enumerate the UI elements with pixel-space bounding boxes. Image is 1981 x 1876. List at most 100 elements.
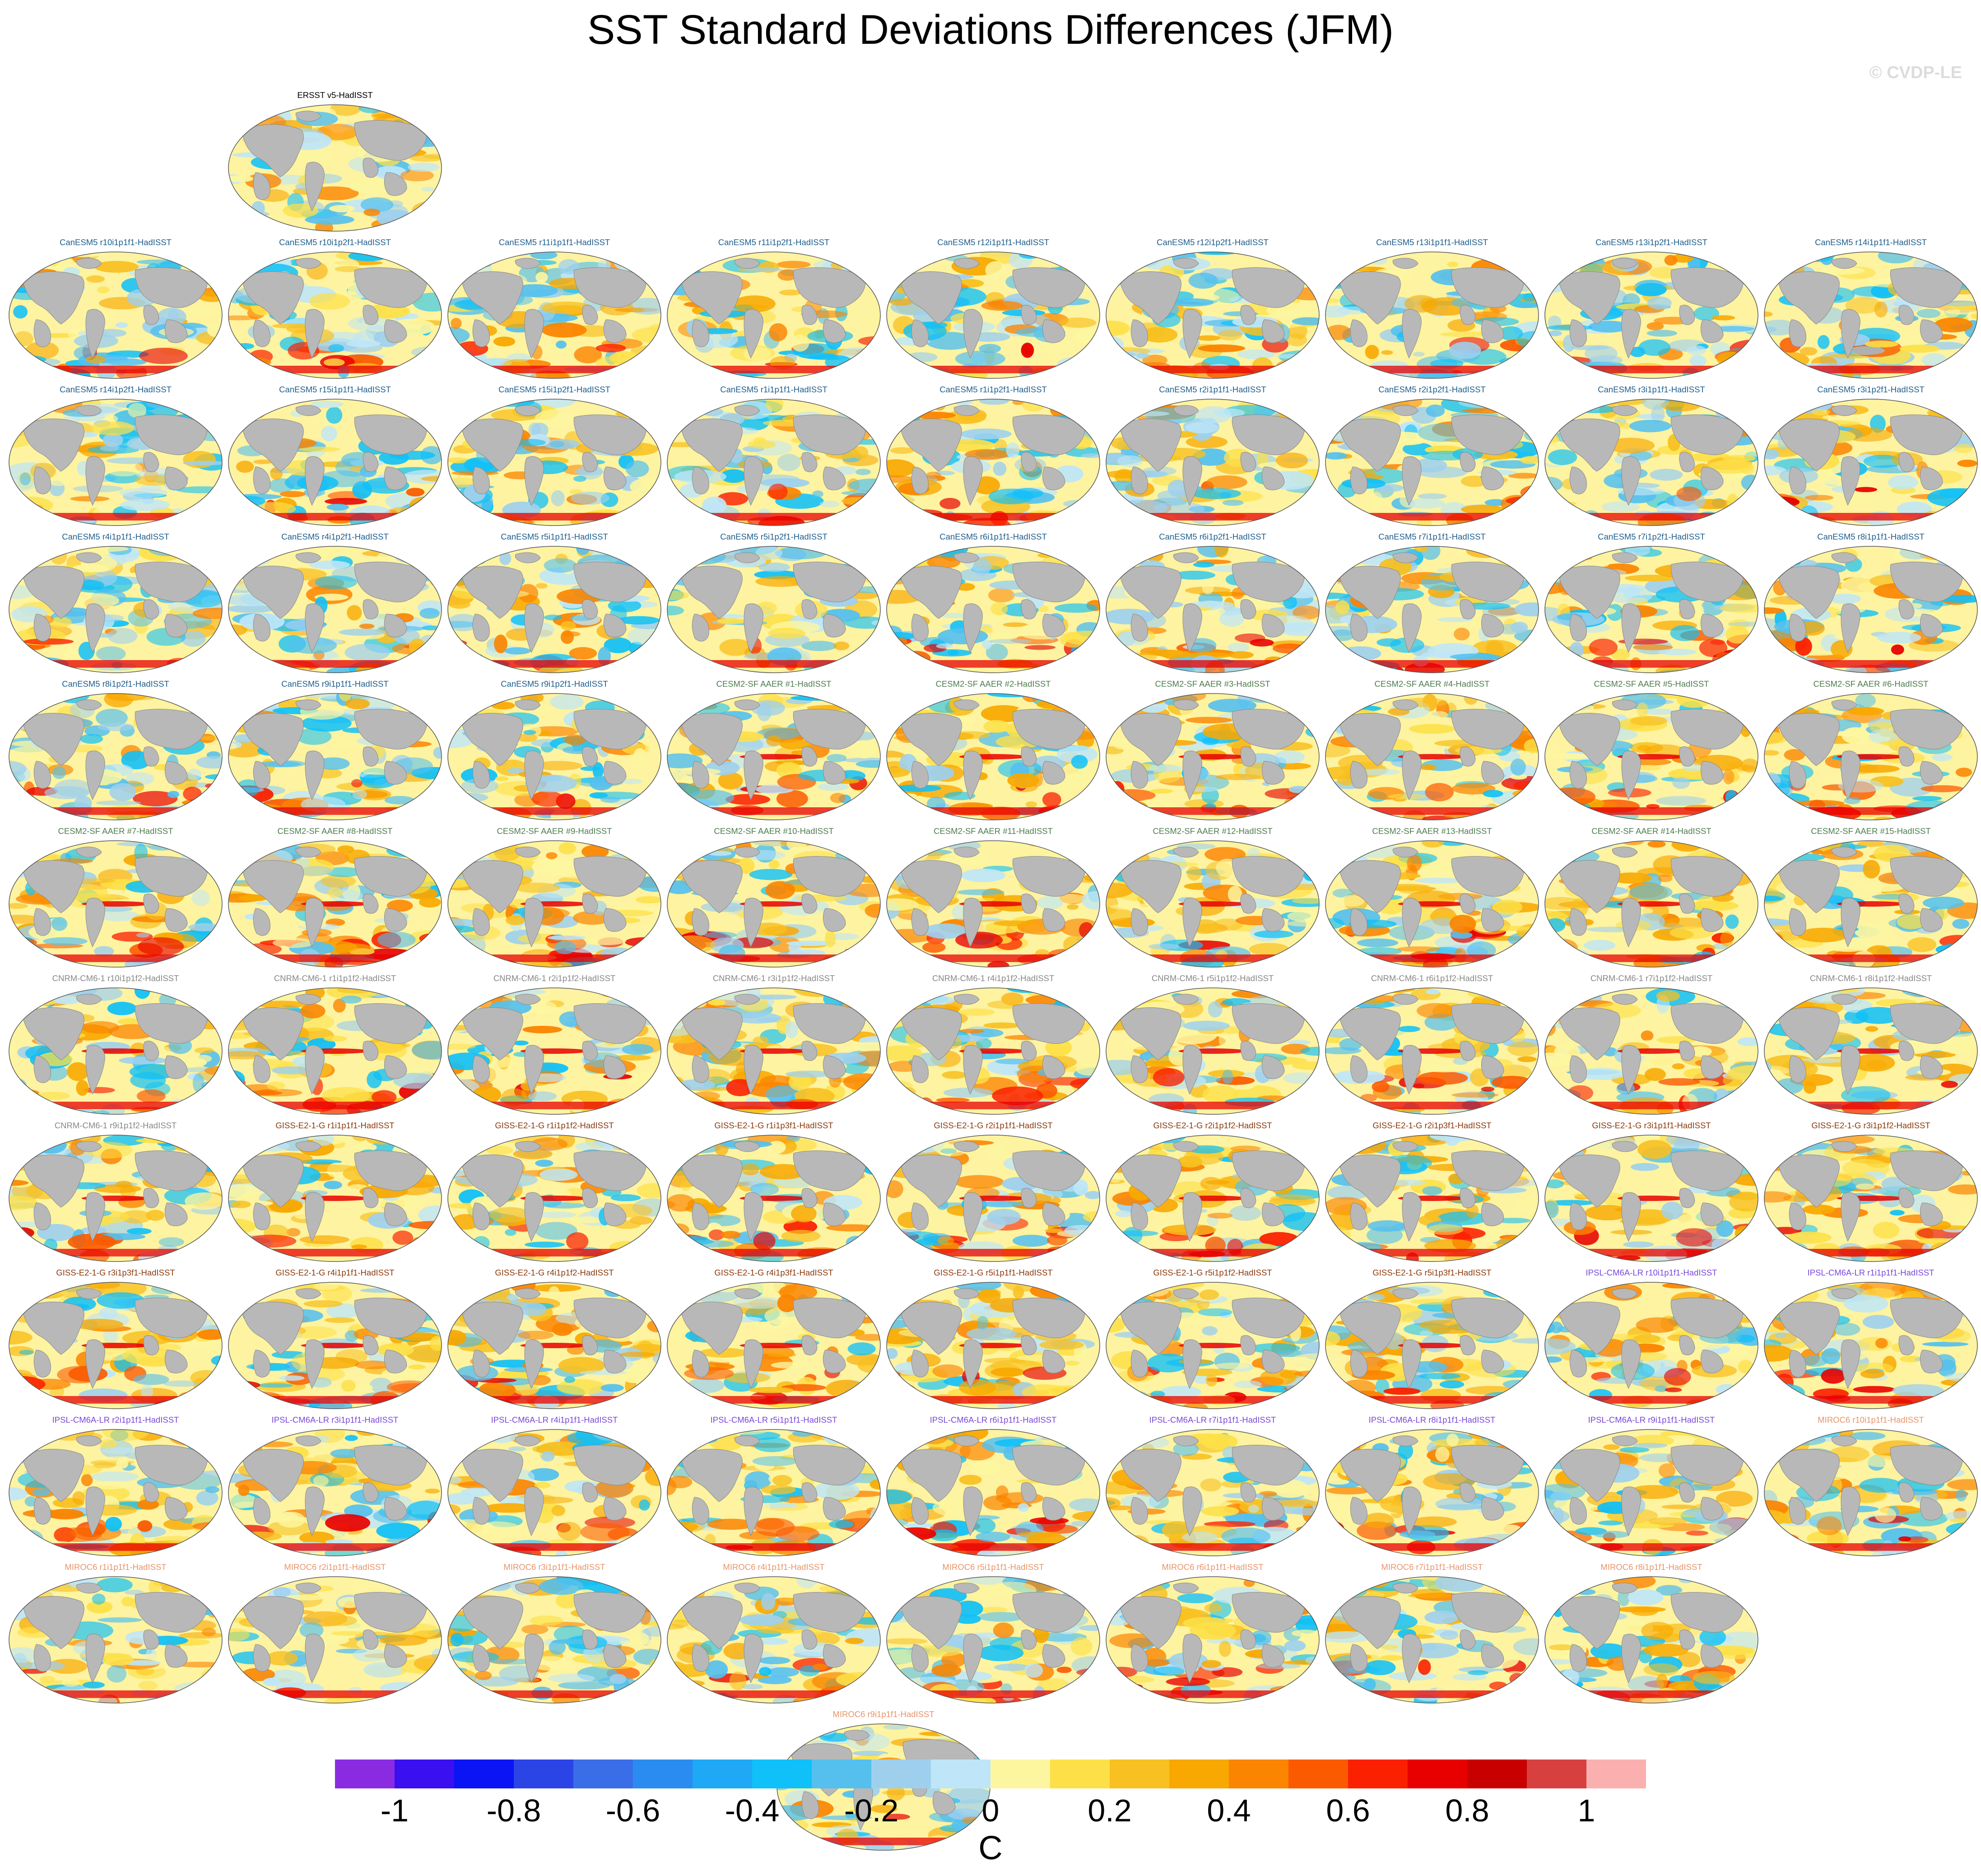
continent [1392,258,1418,269]
continent [734,994,760,1005]
colorbar-tick-label: 0 [981,1793,1000,1828]
continent [363,452,379,472]
continent [911,1055,929,1083]
continent [793,856,866,897]
continent [1777,713,1840,766]
continent [801,1335,818,1355]
continent [461,271,523,325]
map-panel-title: CESM2-SF AAER #15-HadISST [1811,826,1931,836]
continent [1350,319,1367,347]
sst-map [228,546,442,673]
map-panel: CNRM-CM6-1 r4i1p1f2-HadISST [884,973,1102,1118]
continent [823,466,846,490]
continent [515,699,541,711]
continent [1021,305,1037,325]
continent [744,1192,763,1242]
map-panel-title: IPSL-CM6A-LR r3i1p1f1-HadISST [271,1415,399,1424]
continent [76,994,102,1005]
sst-map [1325,546,1539,673]
continent [1042,1644,1065,1668]
sst-map [1106,1135,1320,1262]
map-panel: MIROC6 r8i1p1f1-HadISST [1542,1562,1761,1707]
continent [354,1298,428,1338]
colorbar-tick-label: 1 [1577,1793,1595,1828]
map-panel-title: CESM2-SF AAER #10-HadISST [714,826,834,836]
continent [1841,750,1860,801]
map-panel-title: IPSL-CM6A-LR r7i1p1f1-HadISST [1149,1415,1276,1424]
continent [472,1055,490,1083]
continent [1261,614,1285,638]
continent [135,1298,208,1338]
continent [1679,1629,1695,1650]
continent [1451,1298,1525,1338]
colorbar-tick-label: -0.6 [605,1793,660,1828]
sst-map [228,104,442,232]
continent [164,1350,188,1373]
continent [734,1141,760,1152]
map-panel-title: CNRM-CM6-1 r1i1p1f2-HadISST [274,973,396,983]
map-panel-title: CanESM5 r1i1p2f1-HadISST [939,385,1047,394]
continent [1402,1634,1422,1684]
continent [1350,1350,1367,1378]
continent [22,419,84,472]
continent [734,699,760,711]
continent [1451,1445,1525,1485]
continent [1831,994,1857,1005]
continent [1612,1435,1638,1447]
map-panel-title: CNRM-CM6-1 r7i1p1f2-HadISST [1590,973,1713,983]
sst-map [886,1135,1100,1262]
sst-map [1544,987,1758,1115]
continent [242,713,304,766]
continent [1569,1202,1587,1230]
continent [1240,894,1256,914]
sst-map [667,987,881,1115]
continent [603,319,627,343]
continent [295,405,321,416]
continent [900,1154,962,1208]
continent [603,1350,627,1373]
continent [76,1435,102,1447]
continent [953,1583,980,1594]
sst-map [228,251,442,379]
continent [242,1154,304,1208]
map-panel-title: CanESM5 r10i1p1f1-HadISST [60,237,172,247]
continent [1012,414,1086,455]
continent [242,124,304,177]
continent [1392,1141,1418,1152]
map-panel: CanESM5 r14i1p1f1-HadISST [1762,237,1980,382]
continent [143,746,159,767]
continent [1021,746,1037,767]
continent [1831,1435,1857,1447]
continent [692,1202,709,1230]
continent [1021,1188,1037,1208]
continent [76,699,102,711]
continent [1890,1445,1963,1485]
sst-map [228,1282,442,1409]
sst-map [1106,840,1320,968]
continent [524,1192,544,1242]
continent [1460,1482,1476,1503]
continent [33,908,51,936]
continent [1621,750,1641,801]
continent [1173,847,1199,858]
map-panel: CanESM5 r10i1p2f1-HadISST [226,237,444,382]
continent [305,456,325,506]
sst-map [1325,1576,1539,1704]
map-panel: GISS-E2-1-G r4i1p3f1-HadISST [665,1268,883,1412]
continent [1670,856,1744,897]
continent [1831,699,1857,711]
continent [1350,614,1367,642]
map-panel: CanESM5 r1i1p2f1-HadISST [884,385,1102,529]
continent [472,1644,490,1672]
continent [1261,1350,1285,1373]
map-panel: ERSST v5-HadISST [226,90,444,235]
continent [1232,709,1305,749]
colorbar-tick-label: 0.8 [1445,1793,1489,1828]
continent [793,1445,866,1485]
continent [164,1202,188,1226]
sst-map [9,546,223,673]
continent [1012,1445,1086,1485]
continent [85,1339,105,1389]
continent [354,267,428,308]
sst-map [447,1429,661,1556]
